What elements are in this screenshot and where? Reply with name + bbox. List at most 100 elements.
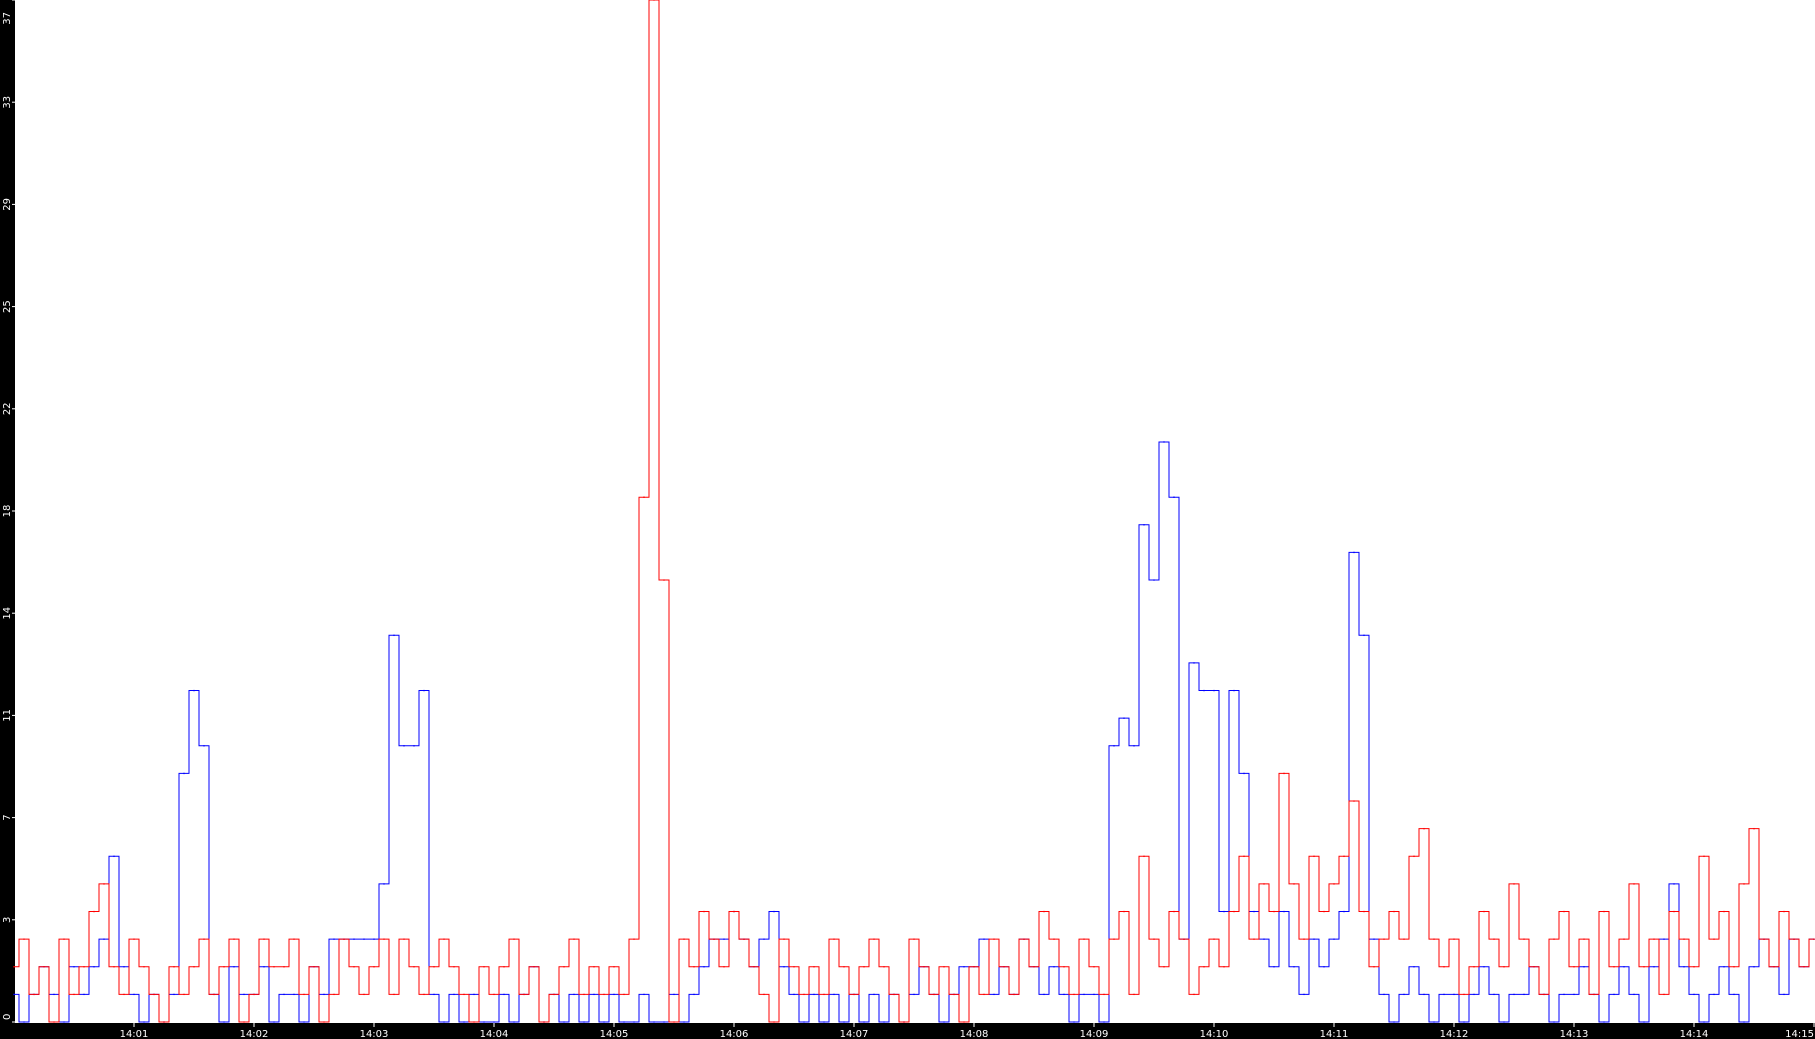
series-2-point [473,1021,475,1023]
series-2-point [1563,910,1565,913]
x-tick-label: 14:06 [720,1029,749,1039]
series-1-point [763,938,765,940]
series-2-point [443,938,445,940]
series-2-point [613,965,615,968]
series-2-point [1343,855,1345,858]
series-1-point [433,993,435,996]
series-1-point [593,993,595,996]
series-1-point [963,965,965,968]
series-1-point [1283,910,1285,913]
series-2-point [1173,910,1175,913]
series-1-point [493,1021,495,1023]
series-2-point [813,965,815,968]
series-2-point [83,965,85,968]
series-2-point [1743,883,1745,885]
series-2-point [1723,910,1725,913]
series-2-point [653,0,655,1]
series-2-point [303,993,305,996]
series-1-point [103,938,105,940]
series-1-point [363,938,365,940]
series-2-point [643,496,645,498]
series-2-point [843,965,845,968]
series-1-point [1603,1021,1605,1023]
series-1-point [1233,689,1235,692]
y-tick-label: 37 [2,12,13,25]
series-2-point [1133,993,1135,996]
series-2-point [1103,993,1105,996]
series-1-point [1633,993,1635,996]
series-2-point [1693,965,1695,968]
series-1-point [723,938,725,940]
series-2-point [1283,772,1285,775]
series-2-point [973,965,975,968]
series-2-point [623,993,625,996]
series-1-point [1433,1021,1435,1023]
series-1-point [813,993,815,996]
series-1-point [1203,689,1205,692]
series-1-point [1503,1021,1505,1023]
series-1-point [883,1021,885,1023]
series-2-point [1373,965,1375,968]
plot-area [15,0,1815,1023]
series-1-point [1333,938,1335,940]
x-tick-label: 14:14 [1680,1029,1709,1039]
series-2-point [353,965,355,968]
series-2-point [1483,910,1485,913]
series-1-point [1493,993,1495,996]
series-2-point [1083,938,1085,940]
series-2-point [283,965,285,968]
series-2-point [573,938,575,940]
x-tick-label: 14:05 [600,1029,629,1039]
series-2-point [1223,965,1225,968]
y-tick-label: 33 [2,96,13,109]
series-1-point [233,965,235,968]
series-2-point [1713,938,1715,940]
series-1-point [283,993,285,996]
series-2-point [1783,910,1785,913]
series-2-point [73,993,75,996]
series-1-point [1643,1021,1645,1023]
series-2-point [253,993,255,996]
series-2-point [1503,965,1505,968]
series-2-point [963,1021,965,1023]
series-1-point [583,1021,585,1023]
series-2-point [223,965,225,968]
series-2-point [1183,938,1185,940]
series-2-point [993,938,995,940]
series-1-point [1043,993,1045,996]
series-2-point [103,883,105,885]
series-1-point [173,993,175,996]
series-1-point [633,1021,635,1023]
series-1-point [1103,1021,1105,1023]
series-2-point [493,993,495,996]
series-2-point [1063,965,1065,968]
series-2-point [523,993,525,996]
series-2-point [833,938,835,940]
series-2-point [1573,965,1575,968]
series-1-point [1273,965,1275,968]
series-2-point [593,965,595,968]
series-1-point [483,1021,485,1023]
series-2-point [793,965,795,968]
x-tick-label: 14:01 [120,1029,149,1039]
series-1-point [53,993,55,996]
x-tick-label: 14:12 [1440,1029,1469,1039]
series-2-point [733,910,735,913]
series-1-point [1453,993,1455,996]
series-2-point [1243,855,1245,858]
series-2-point [683,938,685,940]
series-1-point [1363,634,1365,637]
series-1-point [193,689,195,692]
x-tick-label: 14:15 [1785,1029,1814,1039]
series-2-point [563,965,565,968]
series-2-point [1443,965,1445,968]
series-2-point [1433,938,1435,940]
series-1-point [833,993,835,996]
series-1-point [1243,772,1245,775]
series-1-point [473,993,475,996]
series-1-point [1653,965,1655,968]
series-1-point [1463,1021,1465,1023]
series-2-point [43,965,45,968]
series-1-point [93,965,95,968]
series-1-point [443,1021,445,1023]
